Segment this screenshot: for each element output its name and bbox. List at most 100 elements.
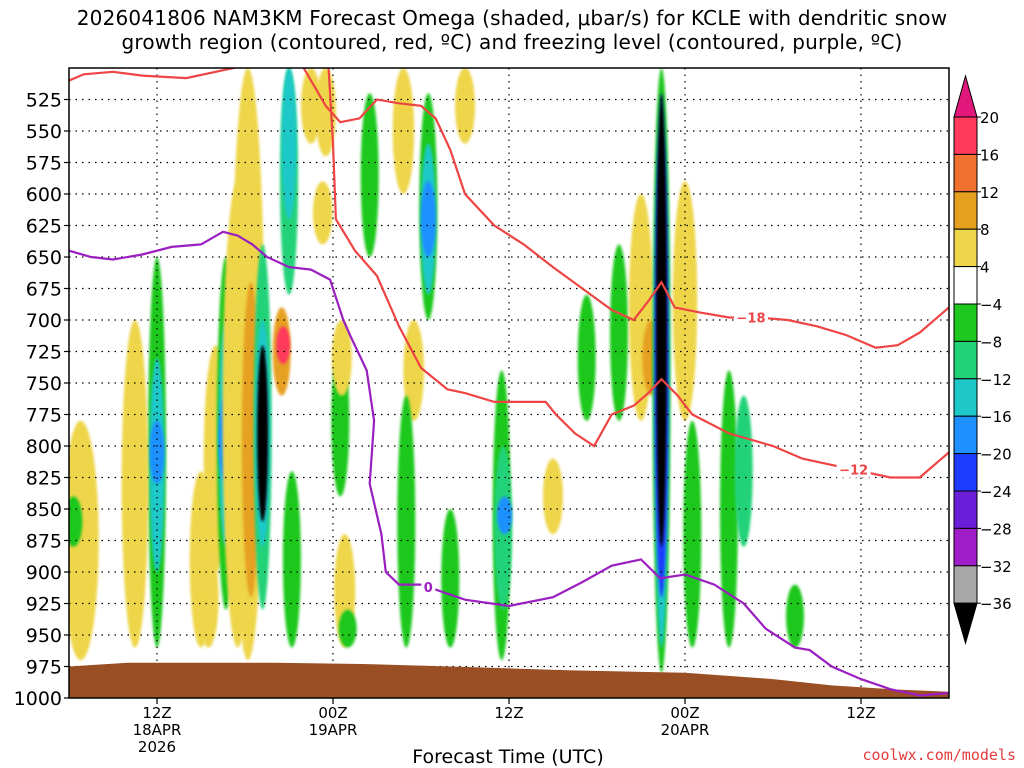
x-tick-label-48-0: 00Z bbox=[670, 704, 699, 722]
colorbar-label-13: −36 bbox=[980, 595, 1012, 613]
omega-cell-40 bbox=[543, 458, 563, 535]
colorbar-segment-4 bbox=[953, 266, 978, 305]
pressure-axis: 525 550 575 600 625 650 675 700 725 750 775 800 825 8… bbox=[14, 90, 69, 710]
colorbar-label-9: −20 bbox=[980, 446, 1012, 464]
dgz-label-bg-1 bbox=[836, 461, 871, 478]
omega-cell-19 bbox=[281, 68, 297, 220]
y-tick-label-525: 525 bbox=[26, 90, 62, 112]
omega-cell-29 bbox=[392, 68, 415, 194]
colorbar-segment-1 bbox=[953, 153, 978, 193]
freezing-level-line bbox=[69, 230, 949, 697]
y-tick-label-750: 750 bbox=[26, 373, 62, 395]
colorbar-label-4: 4 bbox=[980, 259, 990, 277]
omega-cell-27 bbox=[338, 609, 357, 648]
colorbar-label-10: −24 bbox=[980, 483, 1012, 501]
y-tick-label-1000: 1000 bbox=[14, 688, 62, 710]
contour-labels: −18 −12 0 bbox=[421, 309, 871, 596]
y-tick-label-925: 925 bbox=[26, 594, 62, 616]
x-tick-label-24-0: 00Z bbox=[318, 704, 347, 722]
y-tick-label-675: 675 bbox=[26, 279, 62, 301]
colorbar-label-2: 12 bbox=[980, 184, 999, 202]
colorbar-label-0: 20 bbox=[980, 109, 999, 127]
dgz-label-bg-0 bbox=[734, 309, 768, 326]
omega-cell-23 bbox=[312, 181, 333, 245]
y-tick-label-900: 900 bbox=[26, 562, 62, 584]
omega-cell-17 bbox=[276, 326, 291, 365]
omega-cell-35 bbox=[441, 509, 460, 648]
x-axis-label: Forecast Time (UTC) bbox=[412, 746, 603, 768]
omega-cell-49 bbox=[672, 181, 698, 421]
colorbar-segment-11 bbox=[953, 527, 978, 567]
x-tick-label-12-0: 12Z bbox=[142, 704, 171, 722]
y-tick-label-650: 650 bbox=[26, 247, 62, 269]
dgz-label-1: −12 bbox=[839, 464, 868, 479]
omega-cell-53 bbox=[786, 584, 804, 648]
omega-cell-33 bbox=[420, 181, 436, 257]
omega-cell-42 bbox=[610, 244, 628, 421]
y-tick-label-775: 775 bbox=[26, 405, 62, 427]
colorbar-segment-2 bbox=[953, 191, 978, 230]
colorbar-label-3: 8 bbox=[980, 221, 990, 239]
x-tick-label-12-1: 18APR bbox=[133, 721, 182, 739]
y-tick-label-825: 825 bbox=[26, 468, 62, 490]
terrain bbox=[69, 662, 949, 698]
x-tick-label-36-0: 12Z bbox=[494, 704, 523, 722]
y-tick-label-625: 625 bbox=[26, 216, 62, 238]
y-tick-label-875: 875 bbox=[26, 531, 62, 553]
dgz-label-0: −18 bbox=[737, 311, 766, 326]
colorbar-segment-3 bbox=[953, 228, 978, 268]
omega-cell-54 bbox=[69, 420, 99, 661]
omega-cell-25 bbox=[331, 320, 352, 396]
omega-cell-34 bbox=[397, 395, 416, 648]
colorbar-segment-5 bbox=[953, 303, 978, 342]
dgz-line-1 bbox=[327, 68, 949, 479]
omega-cell-15 bbox=[257, 345, 269, 522]
colorbar-segment-12 bbox=[953, 565, 978, 604]
colorbar-segment-9 bbox=[953, 453, 978, 492]
colorbar: 20 16 12 8 4 −4 −8 −12 −16 −20 −24 −28 −32 −36 bbox=[953, 74, 1012, 646]
colorbar-segment-7 bbox=[953, 378, 978, 417]
y-tick-label-725: 725 bbox=[26, 342, 62, 364]
y-tick-label-950: 950 bbox=[26, 625, 62, 647]
y-tick-label-850: 850 bbox=[26, 499, 62, 521]
grid-lines bbox=[69, 68, 949, 698]
colorbar-label-12: −32 bbox=[980, 558, 1012, 576]
y-tick-label-800: 800 bbox=[26, 436, 62, 458]
y-tick-label-600: 600 bbox=[26, 184, 62, 206]
y-tick-label-575: 575 bbox=[26, 153, 62, 175]
omega-cell-36 bbox=[455, 68, 475, 144]
y-tick-label-550: 550 bbox=[26, 121, 62, 143]
x-tick-label-48-1: 20APR bbox=[661, 721, 710, 739]
x-tick-label-12-2: 2026 bbox=[138, 738, 176, 756]
omega-cell-41 bbox=[577, 294, 596, 421]
colorbar-segment-0 bbox=[953, 116, 978, 155]
colorbar-label-1: 16 bbox=[980, 146, 999, 164]
x-tick-label-24-1: 19APR bbox=[309, 721, 358, 739]
omega-cell-3 bbox=[121, 320, 149, 648]
y-tick-label-975: 975 bbox=[26, 657, 62, 679]
x-tick-label-60-0: 12Z bbox=[846, 704, 875, 722]
omega-cell-39 bbox=[497, 496, 513, 535]
terrain-fill bbox=[69, 662, 949, 698]
contour-lines bbox=[69, 68, 949, 697]
omega-cell-20 bbox=[282, 471, 301, 648]
colorbar-segment-10 bbox=[953, 490, 978, 529]
freezing-label-bg bbox=[421, 579, 436, 596]
omega-cell-52 bbox=[734, 395, 753, 547]
omega-cell-51 bbox=[720, 370, 738, 648]
colorbar-bottom-arrow bbox=[953, 602, 978, 646]
omega-cell-50 bbox=[683, 420, 702, 648]
colorbar-label-6: −8 bbox=[980, 333, 1002, 351]
colorbar-label-5: −4 bbox=[980, 296, 1002, 314]
colorbar-top-arrow bbox=[953, 74, 978, 118]
colorbar-label-8: −16 bbox=[980, 408, 1012, 426]
omega-cell-28 bbox=[360, 93, 379, 257]
dgz-line-0 bbox=[69, 68, 949, 349]
colorbar-segment-8 bbox=[953, 415, 978, 455]
omega-cell-6 bbox=[198, 546, 219, 648]
colorbar-segment-6 bbox=[953, 340, 978, 380]
omega-cell-55 bbox=[69, 496, 83, 547]
source-credit: coolwx.com/models bbox=[862, 746, 1016, 764]
